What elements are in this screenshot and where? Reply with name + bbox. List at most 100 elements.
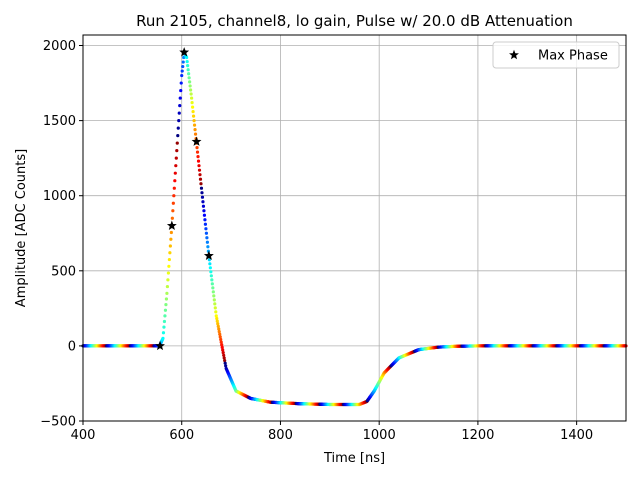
pulse-sample: [192, 123, 197, 127]
pulse-sample: [188, 80, 192, 84]
max-phase-point: [179, 47, 190, 57]
pulse-sample: [216, 324, 220, 328]
pulse-sample: [220, 343, 224, 347]
pulse-sample: [203, 222, 208, 226]
pulse-sample: [162, 319, 167, 324]
pulse-sample: [212, 294, 216, 298]
pulse-sample: [163, 308, 168, 312]
pulse-sample: [191, 110, 195, 114]
y-tick-label: −500: [40, 415, 76, 430]
pulse-sample: [208, 262, 212, 266]
y-axis-label: Amplitude [ADC Counts]: [14, 149, 29, 307]
pulse-sample: [221, 348, 225, 352]
pulse-sample: [190, 96, 194, 100]
pulse-sample: [214, 314, 218, 318]
max-phase-point: [166, 220, 177, 230]
pulse-sample: [188, 84, 192, 88]
pulse-sample: [198, 173, 202, 177]
pulse-sample: [212, 298, 216, 302]
legend-star-icon: [509, 49, 519, 60]
pulse-sample: [222, 353, 226, 357]
pulse-sample: [215, 316, 219, 321]
pulse-sample: [213, 302, 217, 306]
x-tick-label: 1200: [461, 428, 494, 443]
pulse-sample: [195, 146, 199, 150]
pulse-sample: [200, 191, 204, 195]
pulse-sample: [170, 216, 174, 220]
pulse-sample: [207, 258, 211, 262]
pulse-sample: [217, 330, 221, 334]
pulse-sample: [197, 168, 202, 172]
pulse-sample: [179, 88, 183, 93]
pulse-sample: [216, 322, 220, 326]
pulse-sample: [167, 257, 171, 262]
max-phase-point: [203, 250, 214, 260]
pulse-sample: [171, 201, 175, 205]
pulse-sample: [209, 270, 213, 274]
pulse-sample: [196, 155, 200, 159]
pulse-sample: [211, 290, 215, 294]
pulse-sample: [161, 331, 166, 335]
pulse-sample: [202, 209, 206, 213]
pulse-sample: [205, 236, 209, 240]
pulse-sample: [219, 337, 223, 342]
pulse-sample: [220, 345, 224, 349]
x-axis-label: Time [ns]: [323, 451, 385, 466]
pulse-sample: [204, 227, 208, 231]
pulse-sample: [165, 284, 170, 289]
pulse-sample: [181, 64, 185, 69]
pulse-sample: [208, 266, 212, 270]
pulse-sample: [173, 171, 177, 175]
chart-title: Run 2105, channel8, lo gain, Pulse w/ 20…: [136, 12, 573, 30]
pulse-sample: [174, 156, 178, 160]
pulse-sample: [213, 306, 217, 310]
pulse-sample: [196, 159, 201, 163]
pulse-sample: [167, 264, 171, 268]
pulse-sample: [217, 327, 221, 331]
pulse-sample: [175, 149, 179, 153]
pulse-sample: [161, 336, 165, 340]
pulse-sample: [166, 278, 170, 282]
pulse-sample: [180, 73, 184, 78]
pulse-sample: [185, 55, 189, 60]
pulse-sample: [192, 119, 196, 123]
pulse-sample: [166, 271, 170, 275]
pulse-sample: [214, 310, 218, 314]
max-phase-point: [191, 136, 202, 146]
pulse-sample: [185, 59, 189, 64]
axis-ticks: 400 600 800 1000 1200 1400 −500 0 500 1000 1500 200…: [40, 39, 593, 443]
x-tick-label: 600: [169, 428, 194, 443]
pulse-sample: [190, 105, 195, 109]
pulse-sample: [201, 204, 206, 208]
pulse-sample: [223, 358, 227, 363]
pulse-sample: [205, 240, 209, 244]
pulse-sample: [223, 361, 227, 365]
pulse-sample: [219, 340, 223, 344]
pulse-sample: [197, 164, 201, 168]
pulse-sample: [169, 230, 173, 235]
pulse-sample: [162, 325, 166, 329]
pulse-sample: [210, 282, 214, 286]
pulse-sample: [168, 251, 172, 255]
pulse-sample: [201, 200, 205, 204]
pulse-sample: [191, 114, 196, 118]
y-tick-label: 0: [68, 339, 76, 354]
pulse-sample: [210, 278, 214, 282]
pulse-sample: [177, 119, 181, 123]
pulse-sample: [189, 88, 193, 92]
pulse-sample: [169, 237, 173, 241]
pulse-sample: [209, 274, 213, 278]
pulse-sample: [190, 100, 194, 105]
pulse-sample: [176, 126, 180, 130]
pulse-sample: [164, 297, 169, 301]
legend-box: [492, 41, 620, 69]
pulse-sample: [200, 195, 205, 199]
pulse-sample: [186, 64, 190, 68]
legend-entry-max-phase: Max Phase: [538, 49, 608, 64]
x-tick-label: 1400: [560, 428, 593, 443]
y-tick-label: 2000: [43, 39, 76, 54]
pulse-sample: [199, 182, 203, 186]
pulse-sample: [218, 332, 222, 336]
pulse-sample: [165, 291, 169, 295]
legend: Max Phase: [492, 41, 620, 69]
